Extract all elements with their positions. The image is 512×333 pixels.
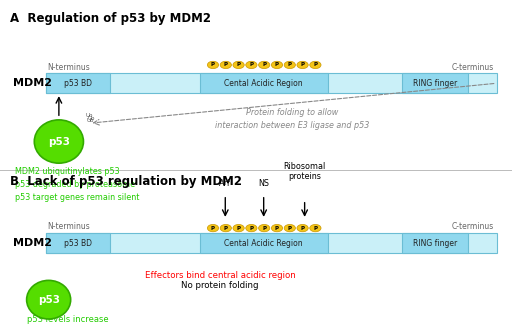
Circle shape bbox=[246, 224, 257, 232]
Circle shape bbox=[310, 61, 321, 69]
Text: N-terminus: N-terminus bbox=[48, 63, 90, 72]
Text: P: P bbox=[224, 62, 228, 68]
Text: P: P bbox=[262, 62, 266, 68]
Bar bbox=[46, 73, 110, 93]
Text: Ub: Ub bbox=[88, 116, 95, 121]
Ellipse shape bbox=[27, 280, 71, 319]
Bar bbox=[200, 233, 328, 253]
Text: P: P bbox=[275, 225, 279, 231]
Circle shape bbox=[297, 61, 308, 69]
Text: Cental Acidic Region: Cental Acidic Region bbox=[224, 79, 303, 88]
Circle shape bbox=[259, 224, 270, 232]
Text: MDM2 ubiquitinylates p53
p53 degraded by proteasome
p53 target genes remain sile: MDM2 ubiquitinylates p53 p53 degraded by… bbox=[15, 166, 140, 202]
Bar bbox=[46, 233, 110, 253]
Text: P: P bbox=[249, 62, 253, 68]
Circle shape bbox=[233, 224, 244, 232]
Circle shape bbox=[284, 61, 295, 69]
Circle shape bbox=[233, 61, 244, 69]
Bar bbox=[402, 233, 468, 253]
Circle shape bbox=[271, 224, 283, 232]
Text: C-terminus: C-terminus bbox=[452, 63, 494, 72]
Text: p53 BD: p53 BD bbox=[64, 79, 92, 88]
Text: P: P bbox=[224, 225, 228, 231]
Text: MDM2: MDM2 bbox=[13, 78, 52, 88]
Text: P: P bbox=[237, 62, 241, 68]
Text: P: P bbox=[211, 225, 215, 231]
Text: MDM2: MDM2 bbox=[13, 238, 52, 248]
Text: P: P bbox=[301, 62, 305, 68]
Text: No protein folding: No protein folding bbox=[181, 281, 259, 290]
Circle shape bbox=[271, 61, 283, 69]
Text: Arf: Arf bbox=[220, 179, 231, 188]
Bar bbox=[200, 73, 328, 93]
Circle shape bbox=[284, 224, 295, 232]
Text: A  Regulation of p53 by MDM2: A Regulation of p53 by MDM2 bbox=[10, 12, 211, 25]
Circle shape bbox=[220, 224, 231, 232]
Text: P: P bbox=[249, 225, 253, 231]
Circle shape bbox=[297, 224, 308, 232]
Text: B  Lack of p53 regulation by MDM2: B Lack of p53 regulation by MDM2 bbox=[10, 175, 242, 188]
Text: P: P bbox=[262, 225, 266, 231]
Text: Cental Acidic Region: Cental Acidic Region bbox=[224, 238, 303, 248]
Text: p53: p53 bbox=[38, 295, 59, 305]
Text: P: P bbox=[301, 225, 305, 231]
Text: P: P bbox=[313, 62, 317, 68]
Bar bbox=[46, 73, 497, 93]
Text: p53 BD: p53 BD bbox=[64, 238, 92, 248]
Text: RING finger: RING finger bbox=[413, 79, 457, 88]
Text: N-terminus: N-terminus bbox=[48, 222, 90, 231]
Bar bbox=[46, 233, 497, 253]
Circle shape bbox=[207, 61, 219, 69]
Text: NS: NS bbox=[258, 179, 269, 188]
Text: RING finger: RING finger bbox=[413, 238, 457, 248]
Ellipse shape bbox=[34, 120, 83, 163]
Text: P: P bbox=[288, 62, 292, 68]
Text: P: P bbox=[313, 225, 317, 231]
Text: Effectors bind central acidic region: Effectors bind central acidic region bbox=[145, 271, 295, 280]
Text: P: P bbox=[237, 225, 241, 231]
Text: Ub: Ub bbox=[86, 118, 94, 123]
Text: Protein folding to allow
interaction between E3 ligase and p53: Protein folding to allow interaction bet… bbox=[215, 108, 369, 130]
Text: p53 levels increase: p53 levels increase bbox=[27, 315, 109, 324]
Text: C-terminus: C-terminus bbox=[452, 222, 494, 231]
Circle shape bbox=[259, 61, 270, 69]
Text: Ub: Ub bbox=[86, 113, 93, 118]
Circle shape bbox=[220, 61, 231, 69]
Circle shape bbox=[207, 224, 219, 232]
Text: Ribosomal
proteins: Ribosomal proteins bbox=[284, 162, 326, 181]
Bar bbox=[402, 73, 468, 93]
Text: P: P bbox=[288, 225, 292, 231]
Text: p53: p53 bbox=[48, 137, 70, 147]
Text: P: P bbox=[211, 62, 215, 68]
Circle shape bbox=[246, 61, 257, 69]
Circle shape bbox=[310, 224, 321, 232]
Text: P: P bbox=[275, 62, 279, 68]
